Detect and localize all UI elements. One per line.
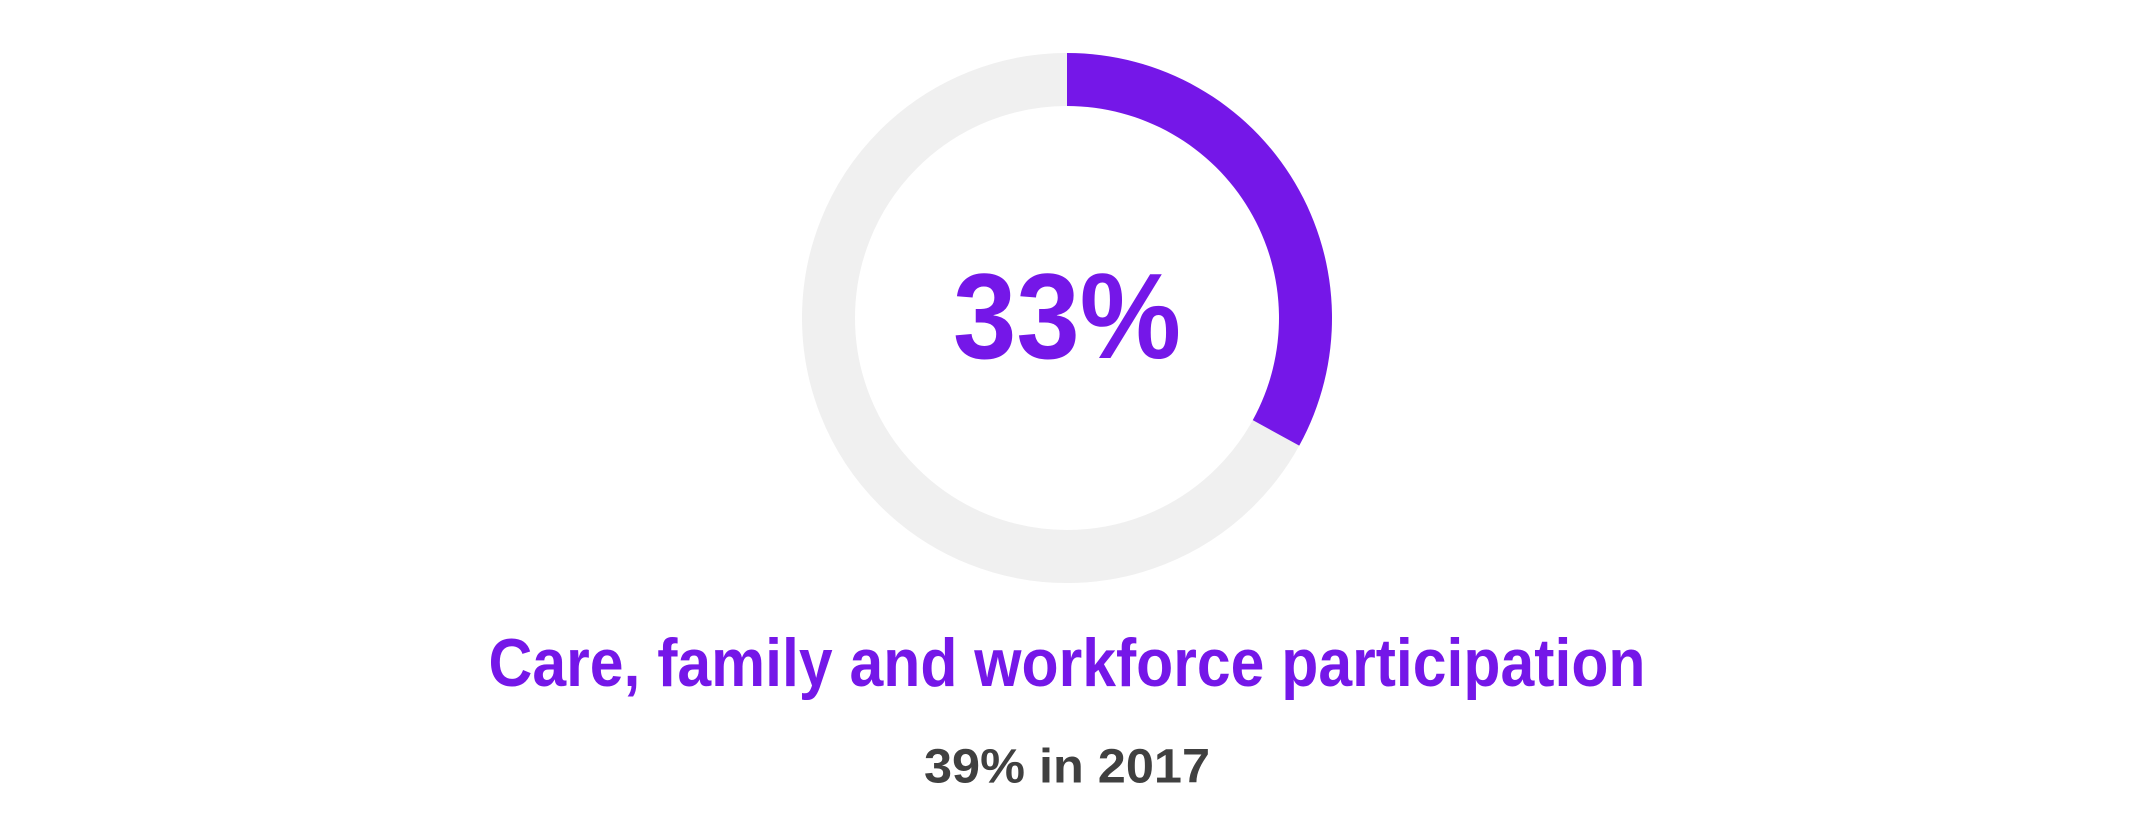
chart-title: Care, family and workforce participation	[489, 625, 1646, 701]
chart-subtitle: 39% in 2017	[924, 741, 1210, 794]
center-value-label: 33%	[953, 248, 1181, 384]
donut-segment	[1067, 53, 1332, 446]
